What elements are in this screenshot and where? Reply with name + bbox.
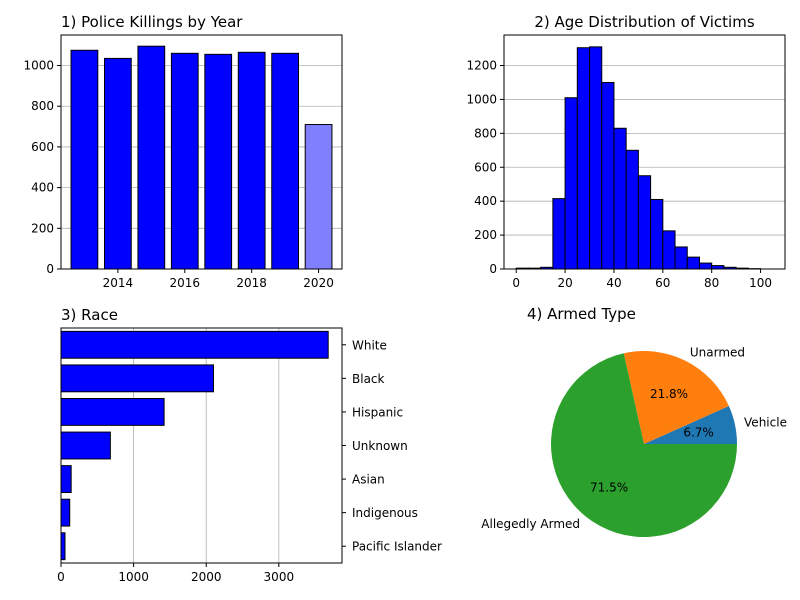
pie-slice-vehicle: [644, 405, 737, 444]
y-tick-label: 200: [474, 228, 497, 242]
histogram-bar: [698, 262, 713, 270]
y-tick-label: 0: [46, 262, 54, 276]
x-tick-label: 2014: [103, 276, 134, 290]
chart-title: 2) Age Distribution of Victims: [534, 13, 754, 31]
y-tick-label: 0: [489, 262, 497, 276]
plot-frame: [60, 34, 343, 270]
bar-pacific-islander: [60, 532, 66, 561]
pie-percent-label: 21.8%: [650, 387, 688, 401]
bar-2016: [170, 52, 199, 270]
histogram-bar: [686, 256, 700, 270]
histogram-bar: [637, 175, 652, 270]
y-tick-label: 800: [31, 99, 54, 113]
pie-category-label: Vehicle: [744, 416, 787, 430]
bar-2018: [237, 51, 266, 270]
y-tick-label: 1200: [466, 59, 497, 73]
x-tick-label: 2016: [170, 276, 201, 290]
histogram-bar: [552, 198, 566, 270]
bar-black: [60, 364, 214, 393]
chart-race: 0 1000 2000 3000 White Black Hispanic Unknown As…: [57, 306, 442, 584]
bar-indigenous: [60, 498, 71, 527]
x-tick-label: 80: [704, 276, 719, 290]
category-label: Unknown: [352, 439, 408, 453]
histogram-bar: [564, 97, 578, 270]
y-tick-label: 400: [474, 194, 497, 208]
bar-hispanic: [60, 398, 165, 426]
histogram-bar: [625, 149, 639, 270]
chart-age-distribution: 0 200 400 600 800 1000 1200 0 20 40 60 80 100 2) Age …: [466, 13, 786, 290]
y-tick-label: 600: [31, 140, 54, 154]
histogram-bar: [576, 47, 591, 270]
chart-police-killings-by-year: 0 200 400 600 800 1000 2014 2016 2018 2020 1) Poli…: [23, 13, 343, 290]
category-label: White: [352, 338, 387, 352]
x-tick-label: 2020: [303, 276, 334, 290]
pie-slice-allegedly-armed: [550, 353, 737, 537]
plot-frame: [60, 327, 343, 564]
bar-2014: [103, 57, 132, 270]
category-label: Black: [352, 372, 385, 386]
histogram-bar: [662, 230, 676, 270]
bar-2015: [137, 45, 166, 270]
x-tick-label: 40: [606, 276, 621, 290]
x-tick-label: 2000: [191, 570, 222, 584]
y-tick-label: 1000: [23, 59, 54, 73]
x-tick-label: 60: [655, 276, 670, 290]
y-tick-label: 800: [474, 126, 497, 140]
y-tick-label: 200: [31, 221, 54, 235]
histogram-bar: [601, 81, 615, 270]
histogram-bar: [650, 198, 664, 270]
x-tick-label: 0: [57, 570, 65, 584]
category-label: Hispanic: [352, 405, 403, 419]
x-tick-label: 1000: [118, 570, 149, 584]
category-label: Indigenous: [352, 506, 418, 520]
x-tick-label: 0: [512, 276, 520, 290]
chart-title: 4) Armed Type: [527, 305, 636, 323]
histogram-bar: [589, 46, 603, 270]
x-tick-label: 2018: [236, 276, 267, 290]
category-label: Asian: [352, 473, 385, 487]
histogram-bar: [674, 246, 688, 270]
pie-category-label: Unarmed: [690, 346, 745, 360]
bar-asian: [60, 465, 72, 493]
bar-2013: [70, 49, 99, 270]
histogram-bar: [711, 265, 725, 270]
bar-white: [60, 330, 329, 359]
plot-frame: [503, 34, 786, 270]
y-tick-label: 1000: [466, 92, 497, 106]
pie-percent-label: 6.7%: [683, 425, 714, 439]
bar-2020: [304, 124, 333, 270]
category-label: Pacific Islander: [352, 540, 442, 554]
pie-slice-unarmed: [623, 351, 729, 444]
pie-category-label: Allegedly Armed: [481, 517, 580, 531]
chart-title: 1) Police Killings by Year: [61, 13, 243, 31]
chart-armed-type: Vehicle 6.7% Unarmed 21.8% Allegedly Armed 71…: [481, 305, 787, 537]
y-tick-label: 400: [31, 181, 54, 195]
x-tick-label: 20: [557, 276, 572, 290]
chart-title: 3) Race: [61, 306, 118, 324]
histogram-bar: [613, 127, 627, 270]
x-tick-label: 3000: [264, 570, 295, 584]
bar-2017: [204, 53, 233, 270]
bar-unknown: [60, 431, 111, 460]
y-tick-label: 600: [474, 160, 497, 174]
x-tick-label: 100: [749, 276, 772, 290]
bar-2019: [271, 52, 300, 270]
pie-percent-label: 71.5%: [590, 481, 628, 495]
